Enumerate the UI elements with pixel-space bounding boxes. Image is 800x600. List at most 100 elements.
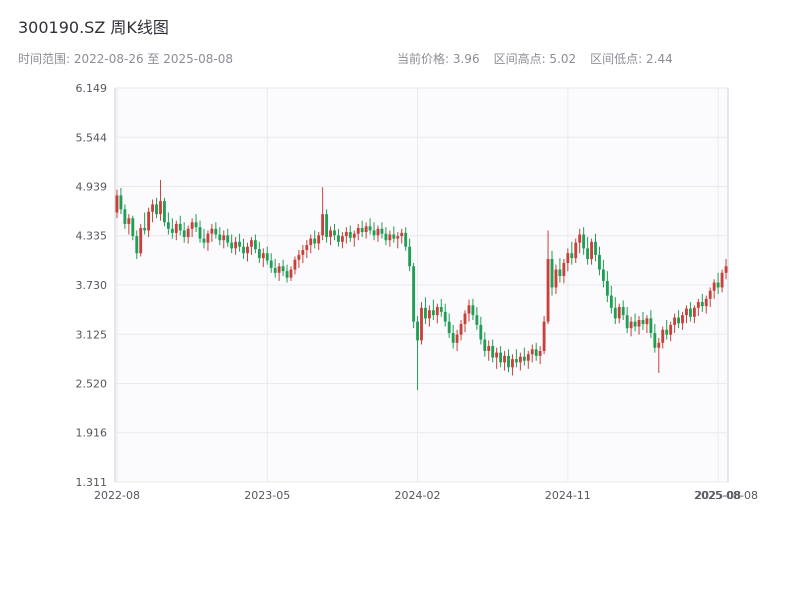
stats-row: 当前价格: 3.96 区间高点: 5.02 区间低点: 2.44	[397, 50, 673, 67]
candle	[590, 238, 593, 265]
candle	[518, 352, 522, 371]
candle	[234, 236, 238, 255]
candle	[384, 227, 388, 246]
candle	[155, 197, 158, 219]
candle	[582, 227, 586, 255]
candle	[119, 188, 123, 215]
candle	[408, 238, 412, 272]
candle	[194, 214, 198, 233]
candle	[617, 303, 621, 324]
candle	[424, 297, 427, 325]
x-tick-label: 2022-08	[94, 489, 140, 502]
candle	[657, 337, 661, 373]
candle	[692, 305, 696, 324]
candle	[313, 230, 317, 249]
candle	[716, 272, 720, 294]
y-tick-label: 5.544	[76, 131, 108, 144]
candle	[669, 321, 673, 342]
candle	[601, 259, 605, 288]
candle	[427, 305, 431, 327]
candle	[550, 250, 554, 296]
candle	[499, 346, 503, 368]
candle	[566, 248, 570, 272]
candle	[720, 269, 724, 293]
candle	[641, 311, 645, 330]
candle	[400, 228, 404, 244]
candle	[269, 253, 273, 273]
candle	[265, 246, 269, 265]
candle	[522, 347, 526, 366]
candle	[633, 313, 637, 332]
candle	[459, 320, 463, 341]
candle	[206, 230, 210, 251]
candle	[629, 316, 633, 337]
candle	[376, 225, 380, 242]
candle	[491, 339, 495, 363]
candle	[285, 264, 289, 283]
candle	[404, 227, 408, 251]
candle	[451, 324, 455, 349]
candle	[344, 227, 348, 244]
candle	[392, 226, 396, 243]
candle	[198, 220, 202, 243]
candle	[609, 285, 613, 314]
candle	[416, 315, 419, 391]
candle	[586, 236, 590, 265]
candle	[115, 189, 119, 219]
y-tick-label: 2.520	[76, 378, 108, 391]
candle	[360, 220, 364, 237]
y-tick-label: 4.335	[76, 230, 108, 243]
candle	[665, 320, 669, 340]
candle	[475, 306, 479, 330]
y-tick-label: 1.311	[76, 476, 108, 489]
candle	[127, 214, 131, 235]
candle	[542, 315, 546, 355]
candle	[305, 240, 309, 259]
candle	[131, 215, 135, 241]
candle	[261, 248, 265, 268]
candle	[507, 349, 510, 373]
candle	[495, 347, 499, 369]
candle	[554, 264, 558, 294]
candle	[159, 179, 162, 221]
candle	[677, 310, 680, 329]
candle	[700, 293, 704, 312]
candle	[645, 315, 649, 334]
candle	[218, 227, 222, 246]
y-axis-tick-labels: 6.149 5.544 4.939 4.335 3.730 3.125 2.520 1.916…	[76, 82, 108, 489]
candle	[368, 218, 372, 235]
candle	[135, 230, 139, 259]
candle	[210, 223, 214, 242]
candle	[337, 228, 340, 247]
candle	[704, 295, 708, 314]
candle	[246, 242, 249, 262]
candle	[605, 271, 609, 303]
candle	[364, 222, 368, 239]
y-tick-label: 1.916	[76, 427, 108, 440]
candle	[708, 287, 712, 307]
candle	[562, 258, 566, 284]
candle	[503, 350, 506, 371]
candlestick-series	[115, 179, 728, 391]
candle	[712, 279, 716, 299]
candle	[487, 340, 491, 361]
page-title: 300190.SZ 周K线图	[18, 18, 169, 37]
x-end-date-label: 2025-08-08	[694, 489, 758, 502]
y-tick-label: 4.939	[76, 181, 108, 194]
x-tick-label: 2023-05	[244, 489, 290, 502]
candle	[139, 223, 143, 257]
candle	[214, 222, 218, 239]
range-high-label: 区间高点: 5.02	[493, 52, 577, 66]
candle	[289, 266, 293, 281]
candle	[621, 300, 625, 321]
candle	[443, 303, 447, 327]
candle	[463, 310, 467, 333]
y-tick-label: 6.149	[76, 82, 108, 95]
candle	[673, 313, 677, 334]
candle	[471, 298, 475, 321]
date-range-label: 时间范围: 2022-08-26 至 2025-08-08	[18, 52, 233, 66]
candle	[613, 297, 617, 325]
candle	[435, 303, 439, 324]
candle	[483, 332, 487, 357]
